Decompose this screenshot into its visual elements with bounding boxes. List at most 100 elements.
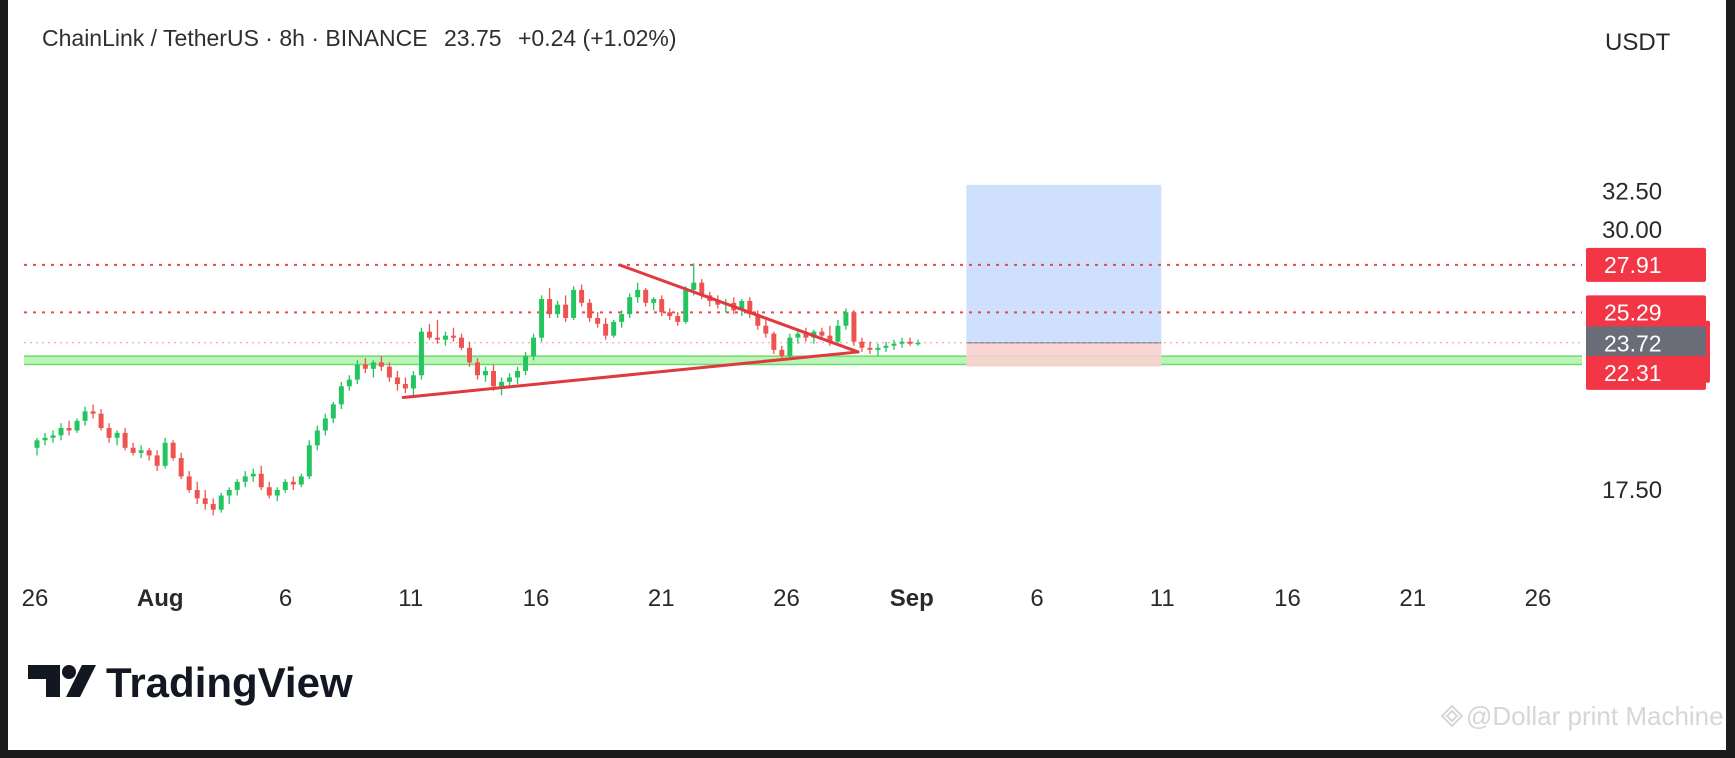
candle: [378, 356, 384, 371]
candle: [226, 487, 232, 504]
candle-body: [547, 299, 553, 315]
candle-body: [619, 314, 625, 322]
candle-body: [515, 370, 521, 378]
candle-body: [555, 304, 561, 315]
candle: [531, 333, 537, 361]
candle: [475, 358, 480, 380]
candle: [659, 295, 665, 317]
candle: [555, 300, 561, 318]
candle: [539, 295, 545, 342]
candle-body: [274, 490, 280, 496]
candle-body: [282, 481, 288, 490]
candle-body: [483, 370, 488, 376]
candle-body: [162, 442, 168, 466]
candle-body: [579, 289, 585, 303]
time-tick-label: 26: [22, 585, 49, 612]
currency-label[interactable]: USDT: [1605, 29, 1671, 56]
candle-body: [322, 418, 328, 431]
candle-body: [859, 341, 865, 348]
candle-body: [835, 325, 841, 342]
candle-body: [426, 331, 432, 338]
candle: [755, 310, 761, 330]
candle: [915, 339, 921, 346]
candle: [266, 481, 272, 499]
candle: [362, 358, 368, 374]
price-tag-gray: 23.72: [1586, 326, 1706, 361]
candle-body: [507, 377, 513, 382]
support-zone: [24, 356, 1582, 365]
candle-body: [314, 430, 320, 446]
tradingview-logo[interactable]: TradingView: [28, 659, 353, 706]
candle-body: [362, 364, 368, 369]
candle-body: [394, 377, 400, 385]
candle-body: [531, 337, 537, 357]
time-tick-label: Aug: [137, 585, 184, 612]
candle: [394, 370, 400, 391]
candle: [354, 360, 360, 385]
candle: [483, 366, 488, 382]
candle: [891, 339, 897, 350]
candle: [98, 409, 104, 431]
candle-body: [50, 435, 56, 438]
candle-body: [298, 476, 304, 485]
candle-body: [803, 333, 809, 338]
candle-body: [266, 487, 272, 496]
candle: [771, 331, 777, 355]
candle-body: [442, 335, 448, 340]
candle: [851, 310, 857, 346]
candle-body: [659, 299, 665, 313]
candle: [619, 310, 625, 328]
candle-body: [90, 411, 96, 414]
candle: [651, 297, 657, 311]
price-tick-label: 32.50: [1602, 178, 1662, 205]
candle: [571, 286, 577, 320]
time-scale[interactable]: 26 Aug 6 11 16 21 26 Sep 6 11 16 21 26: [22, 585, 1552, 612]
symbol-label[interactable]: ChainLink / TetherUS · 8h · BINANCE: [42, 25, 428, 51]
watermark-icon: [1440, 704, 1464, 728]
price-change-label: +0.24 (+1.02%): [518, 25, 677, 51]
candle: [859, 337, 865, 352]
time-tick-label: Sep: [890, 585, 934, 612]
candle: [603, 317, 609, 340]
price-chart[interactable]: ChainLink / TetherUS · 8h · BINANCE 23.7…: [8, 0, 1726, 750]
candle: [386, 362, 392, 382]
candle: [66, 420, 72, 436]
candle: [635, 282, 641, 303]
position-stop-zone: [966, 342, 1162, 367]
price-scale[interactable]: USDT 32.5030.0017.5027.9125.2923.7507:52…: [1586, 29, 1710, 504]
candle: [242, 471, 248, 488]
candle-body: [138, 450, 144, 453]
candle-body: [667, 312, 673, 317]
candle: [74, 418, 80, 433]
candle-body: [82, 411, 88, 421]
candle: [202, 490, 208, 510]
candle-body: [306, 445, 312, 477]
candle: [218, 492, 224, 513]
candle-body: [747, 300, 753, 315]
candle: [595, 312, 601, 328]
plot-area[interactable]: [24, 184, 1582, 516]
time-tick-label: 21: [1399, 585, 1426, 612]
price-tag-box: [1586, 247, 1706, 282]
candle-body: [651, 299, 657, 303]
candle: [739, 299, 745, 317]
candle: [875, 343, 881, 357]
candle: [579, 284, 585, 307]
candle-body: [739, 300, 745, 311]
candle: [58, 423, 64, 441]
candle: [402, 377, 408, 393]
candle: [442, 331, 448, 346]
candle-body: [627, 297, 633, 315]
candle-body: [891, 343, 897, 346]
candle-body: [354, 364, 360, 380]
price-tag-red: 22.31: [1586, 355, 1706, 390]
candle: [611, 319, 617, 338]
candle: [194, 481, 200, 504]
candle: [563, 295, 569, 322]
candle: [138, 445, 144, 459]
candle-body: [154, 455, 160, 466]
candle-body: [194, 490, 200, 499]
candle-body: [691, 282, 697, 290]
candle-body: [258, 473, 264, 488]
candle-body: [763, 325, 769, 334]
